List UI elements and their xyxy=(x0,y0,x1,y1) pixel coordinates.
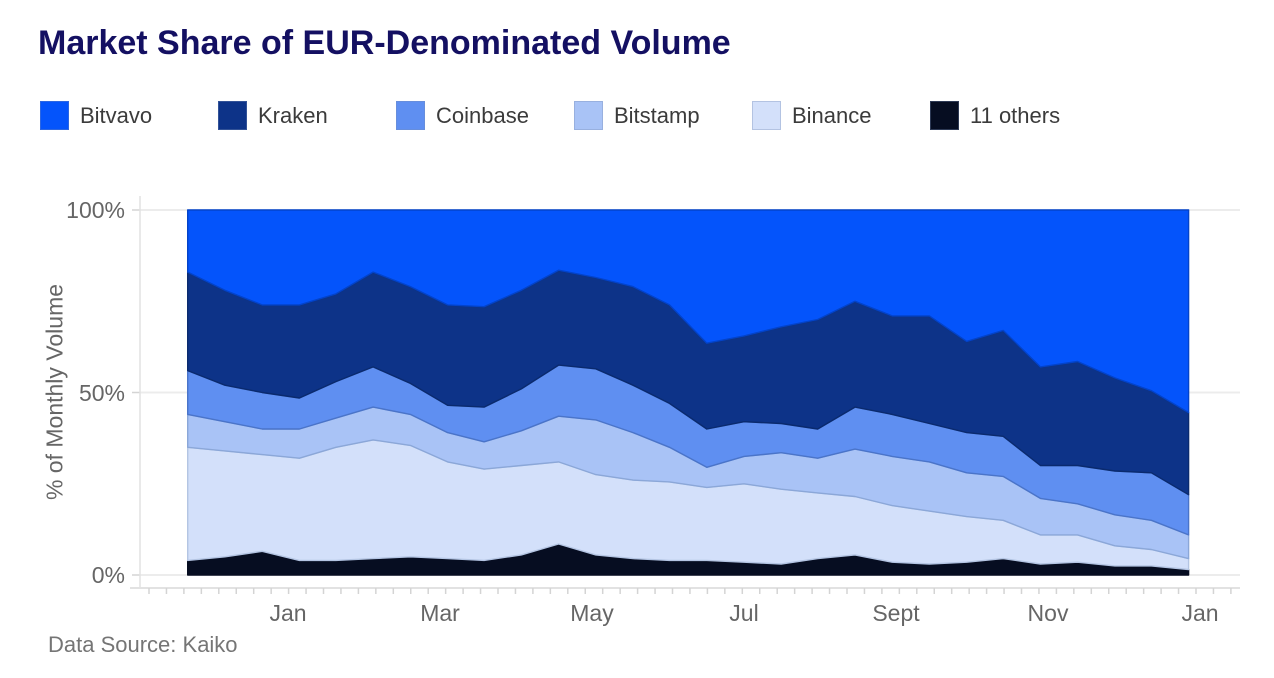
area-bitvavo xyxy=(187,209,1190,414)
x-tick-label-may-4: May xyxy=(570,600,614,626)
legend-label: Coinbase xyxy=(436,102,529,128)
legend-swatch-icon xyxy=(40,101,69,130)
y-tick-label-0: 0% xyxy=(91,562,125,588)
legend-label: Kraken xyxy=(258,102,328,128)
legend-item-binance: Binance xyxy=(752,101,930,130)
legend-item-coinbase: Coinbase xyxy=(396,101,574,130)
legend-swatch-icon xyxy=(396,101,425,130)
y-tick-label-50: 50% xyxy=(78,379,125,406)
legend-item-bitvavo: Bitvavo xyxy=(40,101,218,130)
legend: Bitvavo Kraken Coinbase Bitstamp Binance 11 o… xyxy=(40,101,1060,130)
legend-swatch-icon xyxy=(930,101,959,130)
legend-swatch-icon xyxy=(218,101,247,130)
legend-item-11-others: 11 others xyxy=(930,101,1060,130)
legend-label: 11 others xyxy=(970,102,1061,128)
x-tick-label-nov-10: Nov xyxy=(1027,600,1069,626)
legend-label: Binance xyxy=(792,102,872,128)
legend-swatch-icon xyxy=(574,101,603,130)
legend-swatch-icon xyxy=(752,101,781,130)
legend-item-bitstamp: Bitstamp xyxy=(574,101,752,130)
x-tick-label-jan-0: Jan xyxy=(269,600,307,626)
legend-label: Bitvavo xyxy=(80,102,153,128)
x-tick-label-jul-6: Jul xyxy=(729,600,759,626)
x-tick-label-jan-12: Jan xyxy=(1181,600,1219,626)
x-tick-label-mar-2: Mar xyxy=(420,600,460,626)
x-tick-label-sept-8: Sept xyxy=(872,600,920,626)
legend-item-kraken: Kraken xyxy=(218,101,396,130)
legend-label: Bitstamp xyxy=(614,102,700,128)
data-source-note: Data Source: Kaiko xyxy=(48,632,238,657)
chart-title: Market Share of EUR-Denominated Volume xyxy=(38,24,731,62)
y-tick-label-100: 100% xyxy=(66,197,125,223)
